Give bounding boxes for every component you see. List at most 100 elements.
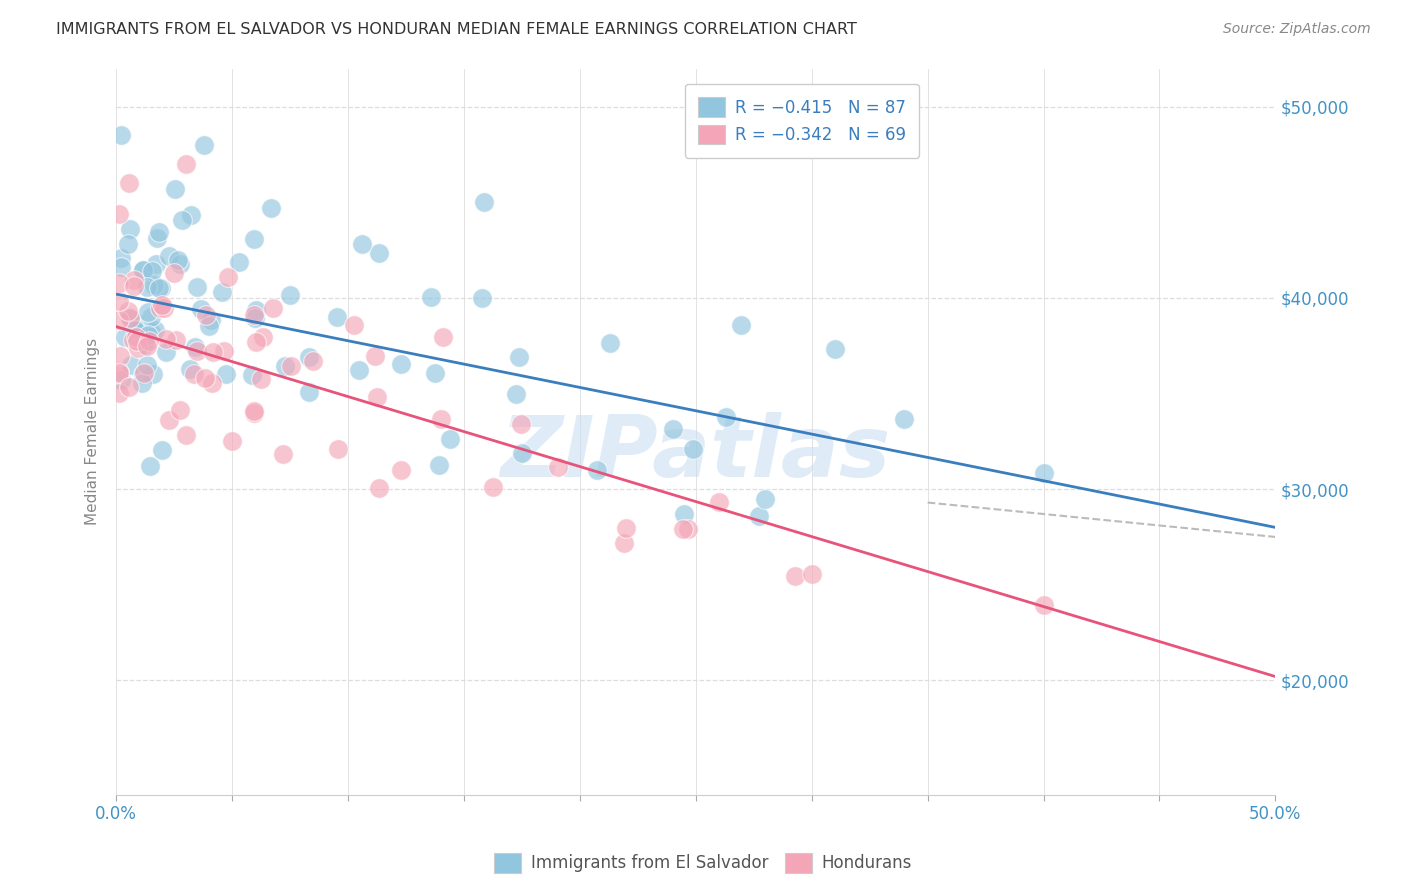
Point bbox=[124, 279, 146, 293]
Point bbox=[228, 255, 250, 269]
Point bbox=[132, 263, 155, 277]
Point bbox=[193, 138, 215, 153]
Point bbox=[364, 349, 387, 363]
Point bbox=[118, 176, 141, 190]
Point bbox=[682, 442, 704, 456]
Point bbox=[186, 280, 208, 294]
Point bbox=[243, 309, 266, 323]
Point bbox=[190, 301, 212, 316]
Point bbox=[179, 362, 201, 376]
Point bbox=[136, 328, 159, 343]
Point bbox=[419, 290, 441, 304]
Point bbox=[125, 330, 148, 344]
Point bbox=[183, 368, 205, 382]
Point bbox=[120, 222, 142, 236]
Point bbox=[202, 345, 225, 359]
Point bbox=[149, 301, 172, 315]
Point bbox=[249, 372, 271, 386]
Text: ZIPatlas: ZIPatlas bbox=[501, 412, 891, 495]
Point bbox=[125, 325, 148, 339]
Point bbox=[150, 280, 173, 294]
Point bbox=[127, 341, 149, 355]
Point bbox=[274, 359, 297, 373]
Point bbox=[132, 367, 155, 381]
Point bbox=[153, 301, 176, 315]
Point bbox=[195, 308, 218, 322]
Point bbox=[118, 380, 141, 394]
Point bbox=[280, 359, 302, 373]
Point bbox=[672, 507, 695, 521]
Point bbox=[302, 353, 325, 368]
Point bbox=[118, 311, 141, 326]
Point bbox=[138, 304, 160, 318]
Point bbox=[754, 491, 776, 506]
Point bbox=[212, 344, 235, 359]
Point bbox=[174, 428, 197, 442]
Point bbox=[110, 373, 132, 387]
Point bbox=[242, 232, 264, 246]
Point bbox=[155, 344, 177, 359]
Point bbox=[260, 201, 283, 215]
Point bbox=[510, 445, 533, 459]
Point bbox=[174, 157, 197, 171]
Point bbox=[783, 569, 806, 583]
Point bbox=[298, 384, 321, 399]
Point bbox=[110, 251, 132, 265]
Point bbox=[262, 301, 284, 315]
Text: IMMIGRANTS FROM EL SALVADOR VS HONDURAN MEDIAN FEMALE EARNINGS CORRELATION CHART: IMMIGRANTS FROM EL SALVADOR VS HONDURAN … bbox=[56, 22, 858, 37]
Point bbox=[505, 387, 527, 401]
Point bbox=[676, 522, 699, 536]
Point bbox=[243, 404, 266, 418]
Point bbox=[148, 281, 170, 295]
Point bbox=[110, 260, 132, 275]
Point bbox=[278, 287, 301, 301]
Point bbox=[145, 323, 167, 337]
Point bbox=[142, 367, 165, 381]
Point bbox=[201, 376, 224, 391]
Point bbox=[198, 318, 221, 333]
Point bbox=[215, 367, 238, 381]
Point bbox=[599, 336, 621, 351]
Point bbox=[472, 195, 495, 210]
Point bbox=[107, 313, 129, 327]
Point bbox=[138, 458, 160, 473]
Point bbox=[221, 434, 243, 448]
Point bbox=[114, 330, 136, 344]
Point bbox=[120, 358, 142, 372]
Point bbox=[326, 310, 349, 324]
Point bbox=[240, 368, 263, 382]
Y-axis label: Median Female Earnings: Median Female Earnings bbox=[86, 338, 100, 525]
Point bbox=[217, 270, 239, 285]
Point bbox=[167, 253, 190, 268]
Point bbox=[122, 273, 145, 287]
Point bbox=[730, 318, 752, 333]
Point bbox=[298, 350, 321, 364]
Point bbox=[118, 310, 141, 325]
Point bbox=[150, 442, 173, 457]
Point bbox=[139, 325, 162, 339]
Point bbox=[110, 128, 132, 143]
Point bbox=[824, 342, 846, 356]
Point bbox=[127, 323, 149, 337]
Point bbox=[271, 447, 294, 461]
Point bbox=[141, 310, 163, 325]
Point bbox=[124, 314, 146, 328]
Legend: R = −0.415   N = 87, R = −0.342   N = 69: R = −0.415 N = 87, R = −0.342 N = 69 bbox=[685, 84, 920, 158]
Point bbox=[163, 266, 186, 280]
Point bbox=[107, 366, 129, 380]
Point bbox=[148, 225, 170, 239]
Point bbox=[662, 422, 685, 436]
Point bbox=[145, 231, 167, 245]
Point bbox=[800, 566, 823, 581]
Point bbox=[134, 366, 156, 380]
Point bbox=[150, 298, 173, 312]
Point bbox=[180, 208, 202, 222]
Point bbox=[432, 330, 454, 344]
Point bbox=[107, 207, 129, 221]
Point bbox=[707, 495, 730, 509]
Point bbox=[714, 409, 737, 424]
Point bbox=[613, 535, 636, 549]
Point bbox=[672, 522, 695, 536]
Point bbox=[586, 463, 609, 477]
Point bbox=[439, 432, 461, 446]
